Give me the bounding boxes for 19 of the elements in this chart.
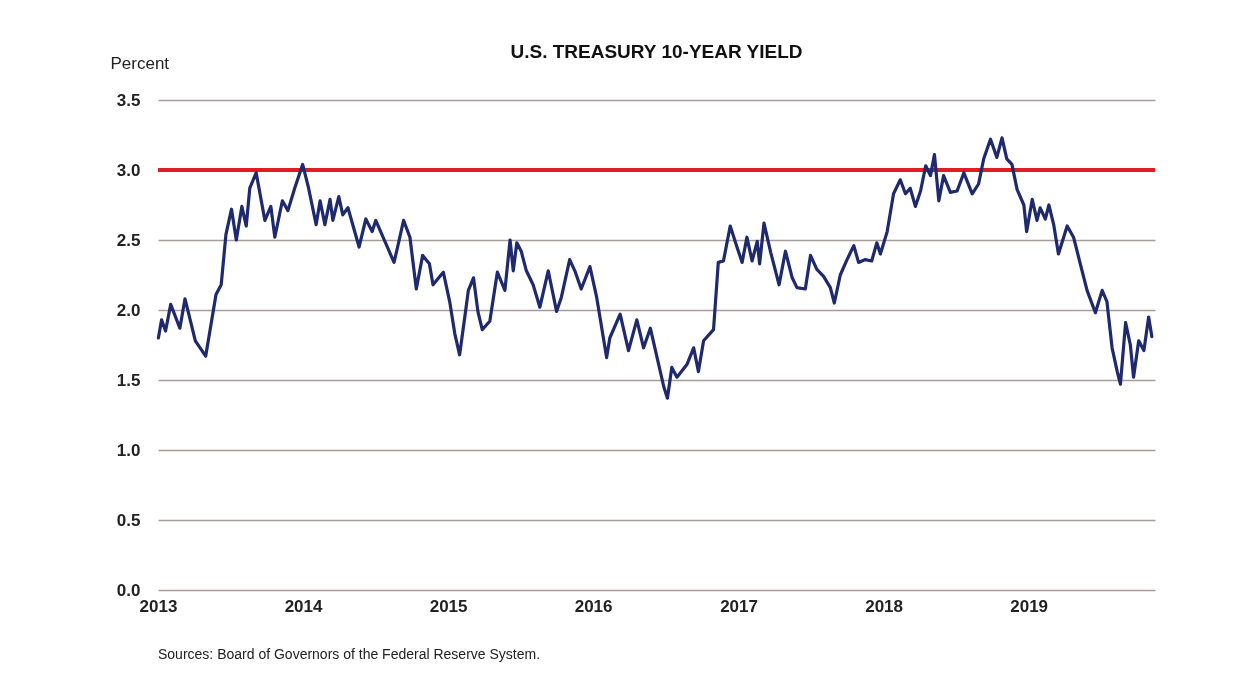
x-tick-label: 2014 [284, 596, 323, 616]
x-tick-label: 2018 [865, 596, 904, 616]
y-tick-label: 2.0 [116, 300, 141, 320]
y-tick-label: 0.5 [116, 510, 141, 530]
line-series [156, 136, 1154, 400]
y-tick-label: 3.5 [116, 90, 141, 110]
y-tick-label: 0.0 [116, 580, 141, 600]
x-tick-label: 2016 [574, 596, 613, 616]
y-tick-label: 2.5 [116, 230, 141, 250]
y-tick-label: 3.0 [116, 160, 141, 180]
y-axis-title: Percent [110, 53, 170, 73]
y-tick-label: 1.0 [116, 440, 141, 460]
x-tick-label: 2015 [429, 596, 468, 616]
y-tick-label: 1.5 [116, 370, 141, 390]
chart-title: U.S. TREASURY 10-YEAR YIELD [510, 41, 803, 62]
x-tick-label: 2013 [139, 596, 178, 616]
x-tick-label: 2017 [720, 596, 758, 616]
x-tick-label: 2019 [1010, 596, 1049, 616]
source-note: Sources: Board of Governors of the Federal Reserve System. [158, 646, 541, 662]
